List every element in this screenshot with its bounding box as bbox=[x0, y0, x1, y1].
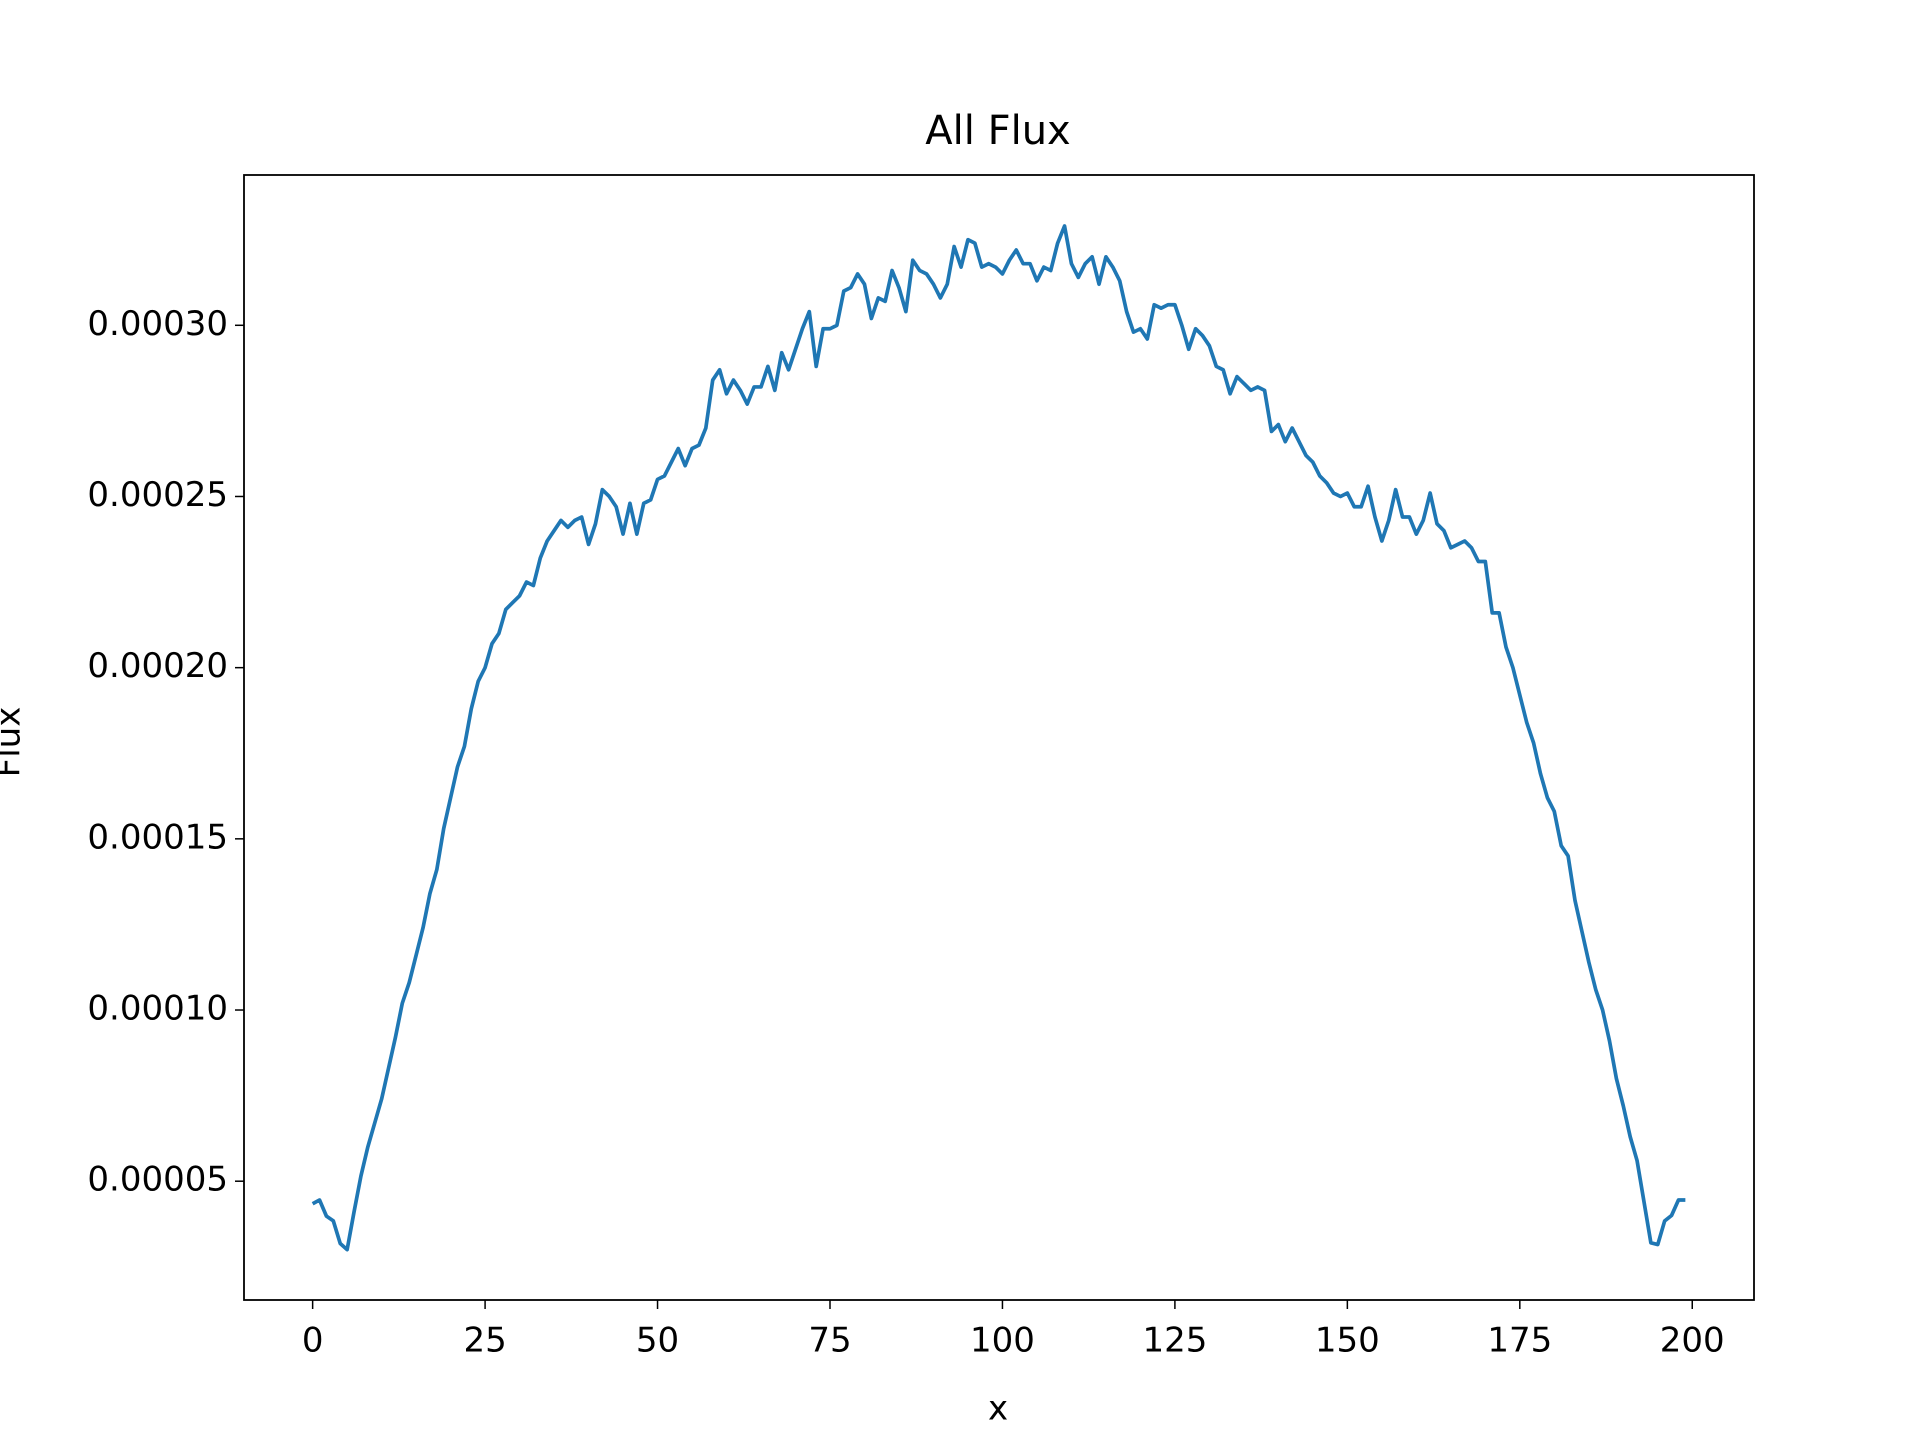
y-tick-label: 0.00030 bbox=[87, 304, 228, 344]
y-tick-label: 0.00025 bbox=[87, 475, 228, 515]
plot-frame bbox=[243, 174, 1755, 1301]
y-tick-label: 0.00020 bbox=[87, 646, 228, 686]
x-tick-label: 0 bbox=[302, 1321, 324, 1361]
x-tick-label: 75 bbox=[808, 1321, 851, 1361]
x-tick-label: 200 bbox=[1660, 1321, 1725, 1361]
x-tick-label: 25 bbox=[463, 1321, 506, 1361]
x-tick-label: 125 bbox=[1142, 1321, 1207, 1361]
y-tick-label: 0.00005 bbox=[87, 1160, 228, 1200]
x-tick-label: 50 bbox=[636, 1321, 679, 1361]
x-tick-label: 150 bbox=[1315, 1321, 1380, 1361]
y-tick-label: 0.00010 bbox=[87, 989, 228, 1029]
y-tick-label: 0.00015 bbox=[87, 817, 228, 857]
chart-title: All Flux bbox=[925, 108, 1070, 154]
x-tick-label: 100 bbox=[970, 1321, 1035, 1361]
x-tick-label: 175 bbox=[1487, 1321, 1552, 1361]
line-series bbox=[311, 224, 1686, 1252]
y-axis-label: Flux bbox=[0, 707, 29, 778]
x-axis-label: x bbox=[988, 1389, 1008, 1429]
